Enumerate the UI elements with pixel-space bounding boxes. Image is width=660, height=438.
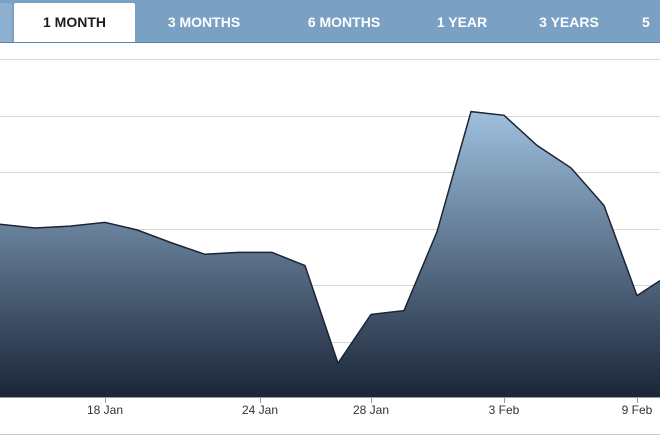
tab-5-years[interactable]: 5 [642,14,650,30]
series-line [0,110,660,365]
tab-1-month[interactable]: 1 MONTH [14,3,135,42]
x-tick-label: 28 Jan [353,403,389,417]
x-tick-label: 24 Jan [242,403,278,417]
x-tick-label: 3 Feb [489,403,520,417]
price-area-chart: 18 Jan 24 Jan 28 Jan 3 Feb 9 Feb [0,59,660,435]
tab-3-months[interactable]: 3 MONTHS [167,14,241,30]
x-axis: 18 Jan 24 Jan 28 Jan 3 Feb 9 Feb [0,397,660,435]
tab-3-years[interactable]: 3 YEARS [539,14,599,30]
time-range-tabs: 1 MONTH 3 MONTHS 6 MONTHS 1 YEAR 3 YEARS… [0,0,660,43]
previous-tab-edge[interactable] [0,3,12,42]
x-tick-label: 18 Jan [87,403,123,417]
series-area [0,110,660,397]
series-area-fill [0,111,660,397]
x-tick-label: 9 Feb [622,403,653,417]
tab-1-year[interactable]: 1 YEAR [436,14,488,30]
tab-6-months[interactable]: 6 MONTHS [307,14,381,30]
